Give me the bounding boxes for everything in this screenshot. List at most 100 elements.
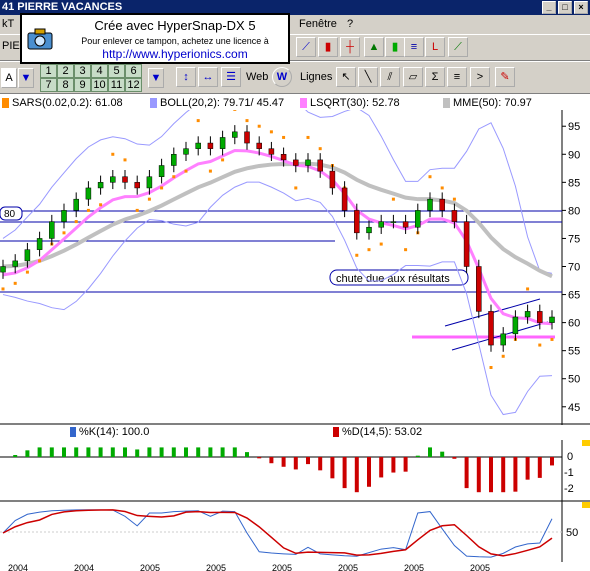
candle-body[interactable] [61,210,67,222]
period-button[interactable]: 1 [40,64,57,78]
candle-body[interactable] [402,221,409,228]
candle-body[interactable] [439,198,445,211]
candle-body[interactable] [146,176,153,189]
menu-item-fenetre[interactable]: Fenêtre [299,18,337,30]
candle-body[interactable] [305,159,311,166]
sar-dot [74,220,78,224]
period-button[interactable]: 2 [57,64,74,78]
candle-body[interactable] [134,182,140,189]
period-button[interactable]: 5 [108,64,125,78]
candle-body[interactable] [354,210,360,234]
candle-body[interactable] [280,154,287,161]
candle-body[interactable] [476,266,482,312]
candle-body[interactable] [24,249,31,262]
line-chart-icon[interactable]: ⟋ [296,37,316,57]
candle-body[interactable] [85,187,92,200]
candle-body[interactable] [329,170,336,189]
combo-arrow-icon[interactable]: ▼ [18,68,34,88]
area-chart-icon[interactable]: ▲ [364,37,384,57]
arrow-down-icon[interactable]: ▼ [148,68,164,88]
candle-body[interactable] [549,316,555,323]
stochastic-chart[interactable]: 50 [0,502,590,562]
candle-body[interactable] [49,221,55,239]
period-button[interactable]: 7 [40,78,57,92]
zoom-horizontal-icon[interactable]: ↔ [198,67,218,87]
candle-body[interactable] [36,238,43,250]
period-button[interactable]: 4 [91,64,108,78]
candle-body[interactable] [366,226,372,234]
period-button[interactable]: 10 [91,78,108,92]
sar-dot [1,287,5,291]
candle-body[interactable] [195,142,201,149]
stamp-url[interactable]: http://www.hyperionics.com [102,47,248,61]
candle-body[interactable] [0,266,6,273]
menu-item-help[interactable]: ? [347,18,354,30]
indicator-icon[interactable]: ⟋ [448,37,468,57]
web-label[interactable]: Web [246,71,269,83]
candle-body[interactable] [451,210,458,222]
candle-body[interactable] [341,187,348,211]
sigma-icon[interactable]: Σ [425,67,445,87]
candle-body[interactable] [110,176,116,183]
volume-icon[interactable]: ▮ [385,37,405,57]
period-button[interactable]: 6 [125,64,142,78]
list-icon[interactable]: ☰ [221,67,241,87]
eraser-icon[interactable]: ✎ [495,67,515,87]
oscillator-chart[interactable]: 0 -1 -2 [0,440,590,502]
candle-body[interactable] [73,198,79,211]
symbol-field[interactable]: PIE [2,40,20,52]
zoom-vertical-icon[interactable]: ↕ [176,67,196,87]
horizontal-lines-icon[interactable]: ≡ [447,67,467,87]
candle-body[interactable] [293,159,299,166]
sar-dot [550,337,554,341]
legend-boll: BOLL(20,2): 79.71/ 45.47 [150,96,284,110]
trendline-icon[interactable]: ╲ [358,67,378,87]
period-button[interactable]: 9 [74,78,91,92]
candle-body[interactable] [207,142,214,149]
period-button[interactable]: 11 [108,78,125,92]
web-icon[interactable]: W [272,67,292,87]
font-combo[interactable]: A [1,68,17,88]
candle-body[interactable] [268,148,275,155]
candle-body[interactable] [122,176,128,183]
minimize-button[interactable]: _ [542,1,556,14]
pointer-icon[interactable]: ↖ [336,67,356,87]
channel-line[interactable] [451,321,549,351]
candle-body[interactable] [415,210,421,228]
candlestick-icon[interactable]: ▮ [318,37,338,57]
candle-body[interactable] [183,148,189,155]
candle-body[interactable] [463,221,470,267]
fan-icon[interactable]: > [470,67,490,87]
candle-body[interactable] [256,142,262,149]
candle-body[interactable] [537,311,543,323]
candle-body[interactable] [219,137,226,149]
candle-body[interactable] [390,221,397,223]
channel-icon[interactable]: ▱ [403,67,423,87]
bar-chart-icon[interactable]: ┼ [340,37,360,57]
candle-body[interactable] [158,165,165,177]
candle-body[interactable] [317,159,323,172]
candle-body[interactable] [488,311,494,346]
period-button[interactable]: 12 [125,78,142,92]
sar-dot [196,119,200,123]
candle-body[interactable] [12,260,18,267]
period-button[interactable]: 3 [74,64,91,78]
candle-body[interactable] [512,316,519,335]
candle-body[interactable] [427,198,433,211]
menu-item-partial[interactable]: kT [2,18,15,30]
menu-dropdown-icon[interactable]: ≡ [404,37,424,57]
candle-body[interactable] [171,154,177,166]
candle-body[interactable] [524,311,531,318]
period-button[interactable]: 8 [57,78,74,92]
parallel-lines-icon[interactable]: ⫽ [380,67,400,87]
log-scale-icon[interactable]: L [425,37,445,57]
close-button[interactable]: × [574,1,588,14]
candle-body[interactable] [378,221,384,228]
candle-body[interactable] [97,182,104,189]
candle-body[interactable] [244,131,250,144]
maximize-button[interactable]: □ [558,1,572,14]
candle-body[interactable] [232,131,238,138]
sar-dot [25,270,29,274]
candle-body[interactable] [500,333,506,346]
